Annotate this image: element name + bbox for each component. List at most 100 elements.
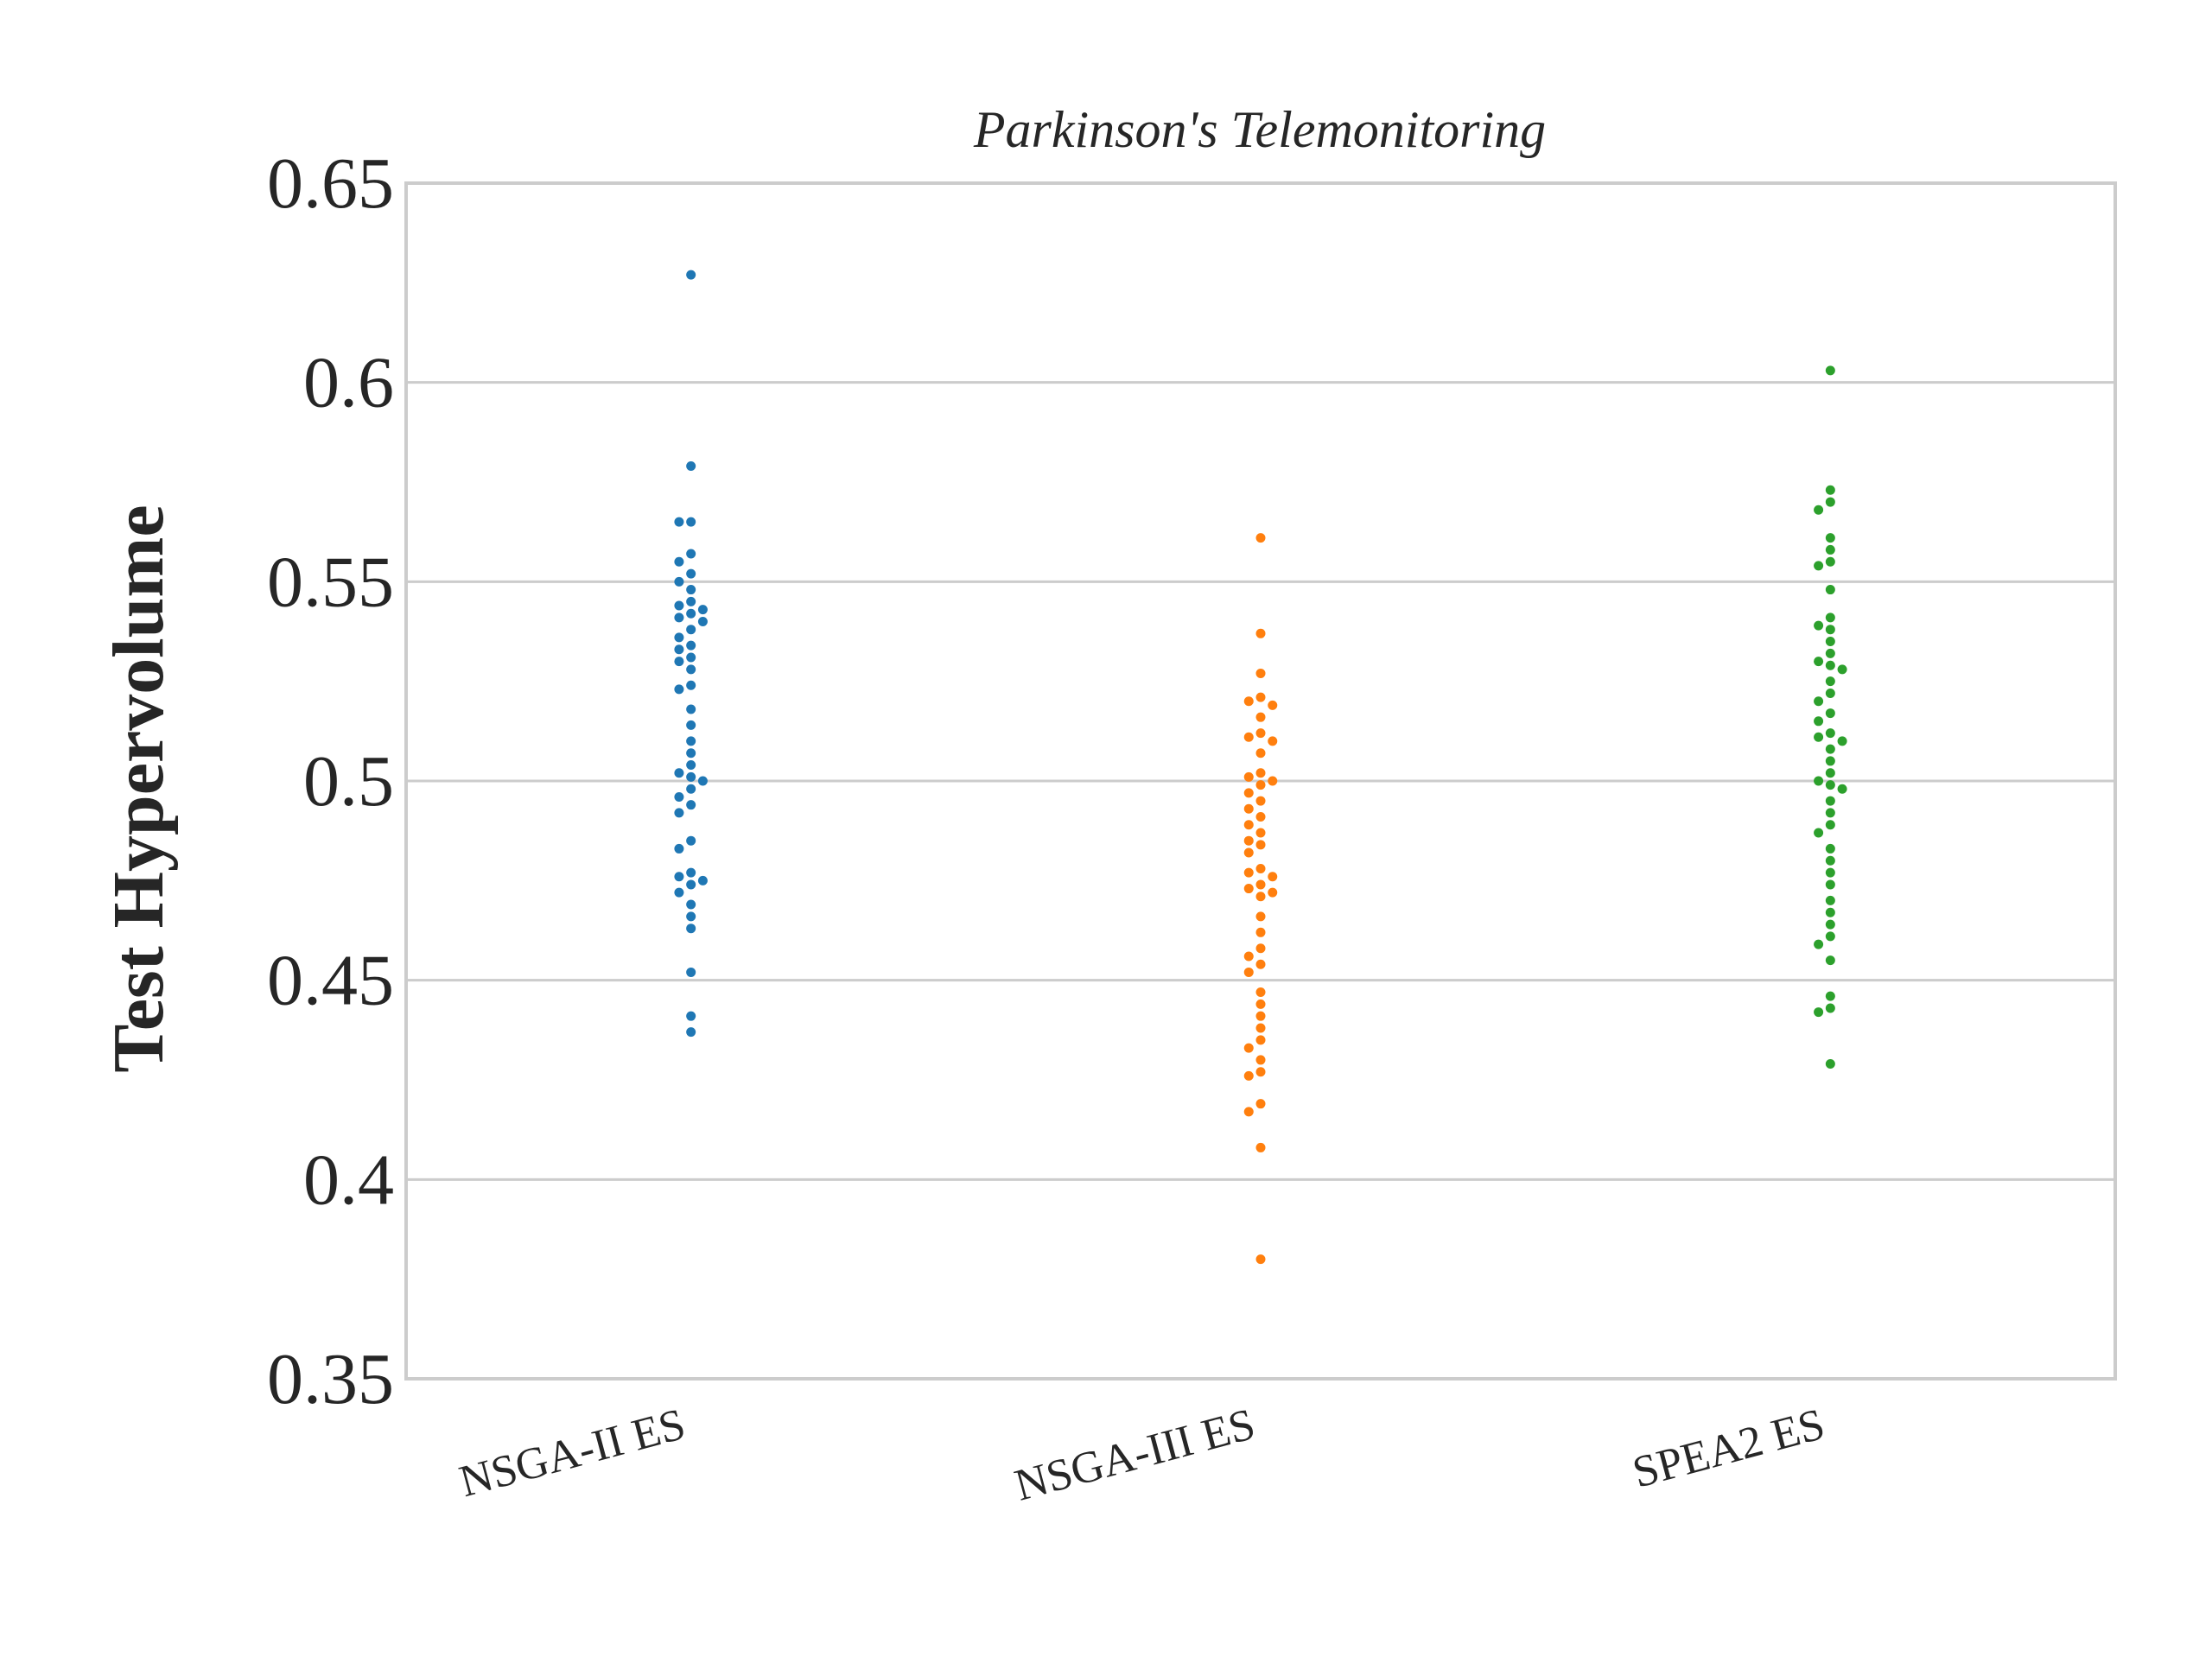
data-point (1825, 808, 1835, 818)
data-point (1814, 1007, 1824, 1018)
y-tick-label: 0.65 (267, 143, 394, 224)
data-point (1814, 732, 1824, 742)
chart-title: Parkinson's Telemonitoring (973, 101, 1546, 158)
data-point (1255, 863, 1266, 873)
data-point (1825, 613, 1835, 623)
data-point (686, 585, 696, 595)
data-point (1814, 828, 1824, 838)
data-point (686, 800, 696, 810)
data-point (1825, 907, 1835, 917)
data-point (1825, 637, 1835, 647)
data-point (1243, 1043, 1254, 1053)
data-point (1825, 756, 1835, 766)
data-point (674, 791, 684, 802)
x-tick-label: SPEA2 ES (1628, 1400, 1830, 1498)
data-point (686, 568, 696, 579)
y-tick-label: 0.45 (267, 941, 394, 1021)
data-point (1814, 939, 1824, 949)
data-point (1255, 1099, 1266, 1109)
data-point (686, 625, 696, 635)
data-point (686, 1027, 696, 1038)
data-point (1825, 919, 1835, 930)
data-point (1268, 872, 1278, 882)
data-point (686, 461, 696, 472)
data-point (1255, 1055, 1266, 1065)
data-point (674, 872, 684, 882)
data-point (1243, 847, 1254, 858)
data-point (686, 549, 696, 559)
data-point (1825, 497, 1835, 507)
x-tick-label: NSGA-II ES (454, 1400, 690, 1507)
data-point (674, 887, 684, 898)
y-axis-ticks: 0.35 0.4 0.45 0.5 0.55 0.6 0.65 (267, 143, 394, 1419)
data-point (1255, 1011, 1266, 1021)
data-point (1825, 955, 1835, 966)
data-point (1825, 556, 1835, 567)
data-point (686, 967, 696, 977)
data-point (1268, 736, 1278, 746)
data-point (1814, 696, 1824, 707)
data-point (1825, 843, 1835, 854)
data-point (674, 632, 684, 643)
y-tick-label: 0.6 (303, 343, 394, 423)
data-point (674, 576, 684, 587)
data-point (697, 776, 708, 786)
data-point (1243, 867, 1254, 878)
data-point (1825, 533, 1835, 543)
data-point (697, 605, 708, 615)
data-point (1825, 544, 1835, 555)
data-points (674, 270, 1847, 1265)
data-point (1255, 812, 1266, 822)
data-point (1255, 780, 1266, 790)
y-tick-label: 0.4 (303, 1139, 394, 1220)
data-point (674, 556, 684, 567)
data-point (1243, 732, 1254, 742)
data-point (1268, 700, 1278, 710)
data-point (686, 924, 696, 934)
data-point (686, 704, 696, 714)
data-point (1255, 1035, 1266, 1045)
data-point (1243, 1107, 1254, 1117)
data-point (686, 680, 696, 690)
data-point (686, 640, 696, 651)
data-point (1255, 692, 1266, 702)
y-tick-label: 0.35 (267, 1339, 394, 1419)
data-point (1255, 892, 1266, 902)
data-point (686, 748, 696, 759)
data-point (686, 270, 696, 280)
data-point (1255, 840, 1266, 850)
data-point (1825, 867, 1835, 878)
data-point (686, 911, 696, 922)
data-point (697, 875, 708, 885)
data-point (1825, 931, 1835, 942)
data-point (686, 899, 696, 910)
data-point (1825, 676, 1835, 687)
data-point (1825, 1059, 1835, 1070)
data-point (1243, 1070, 1254, 1081)
data-point (1255, 1254, 1266, 1265)
data-point (674, 808, 684, 818)
data-point (1243, 788, 1254, 798)
data-point (686, 771, 696, 782)
data-point (1255, 533, 1266, 543)
data-point (1825, 820, 1835, 830)
data-point (1243, 967, 1254, 977)
data-point (686, 664, 696, 675)
data-point (1255, 927, 1266, 937)
data-point (674, 644, 684, 655)
data-point (1814, 657, 1824, 667)
data-point (1825, 708, 1835, 719)
data-point (1255, 728, 1266, 739)
data-point (1825, 855, 1835, 866)
data-point (1243, 820, 1254, 830)
data-point (1243, 835, 1254, 846)
data-point (686, 1011, 696, 1021)
data-point (1825, 485, 1835, 495)
data-point (1255, 748, 1266, 759)
data-point (1825, 796, 1835, 806)
y-tick-label: 0.55 (267, 542, 394, 622)
data-point (686, 736, 696, 746)
data-point (1825, 689, 1835, 699)
data-point (686, 760, 696, 771)
